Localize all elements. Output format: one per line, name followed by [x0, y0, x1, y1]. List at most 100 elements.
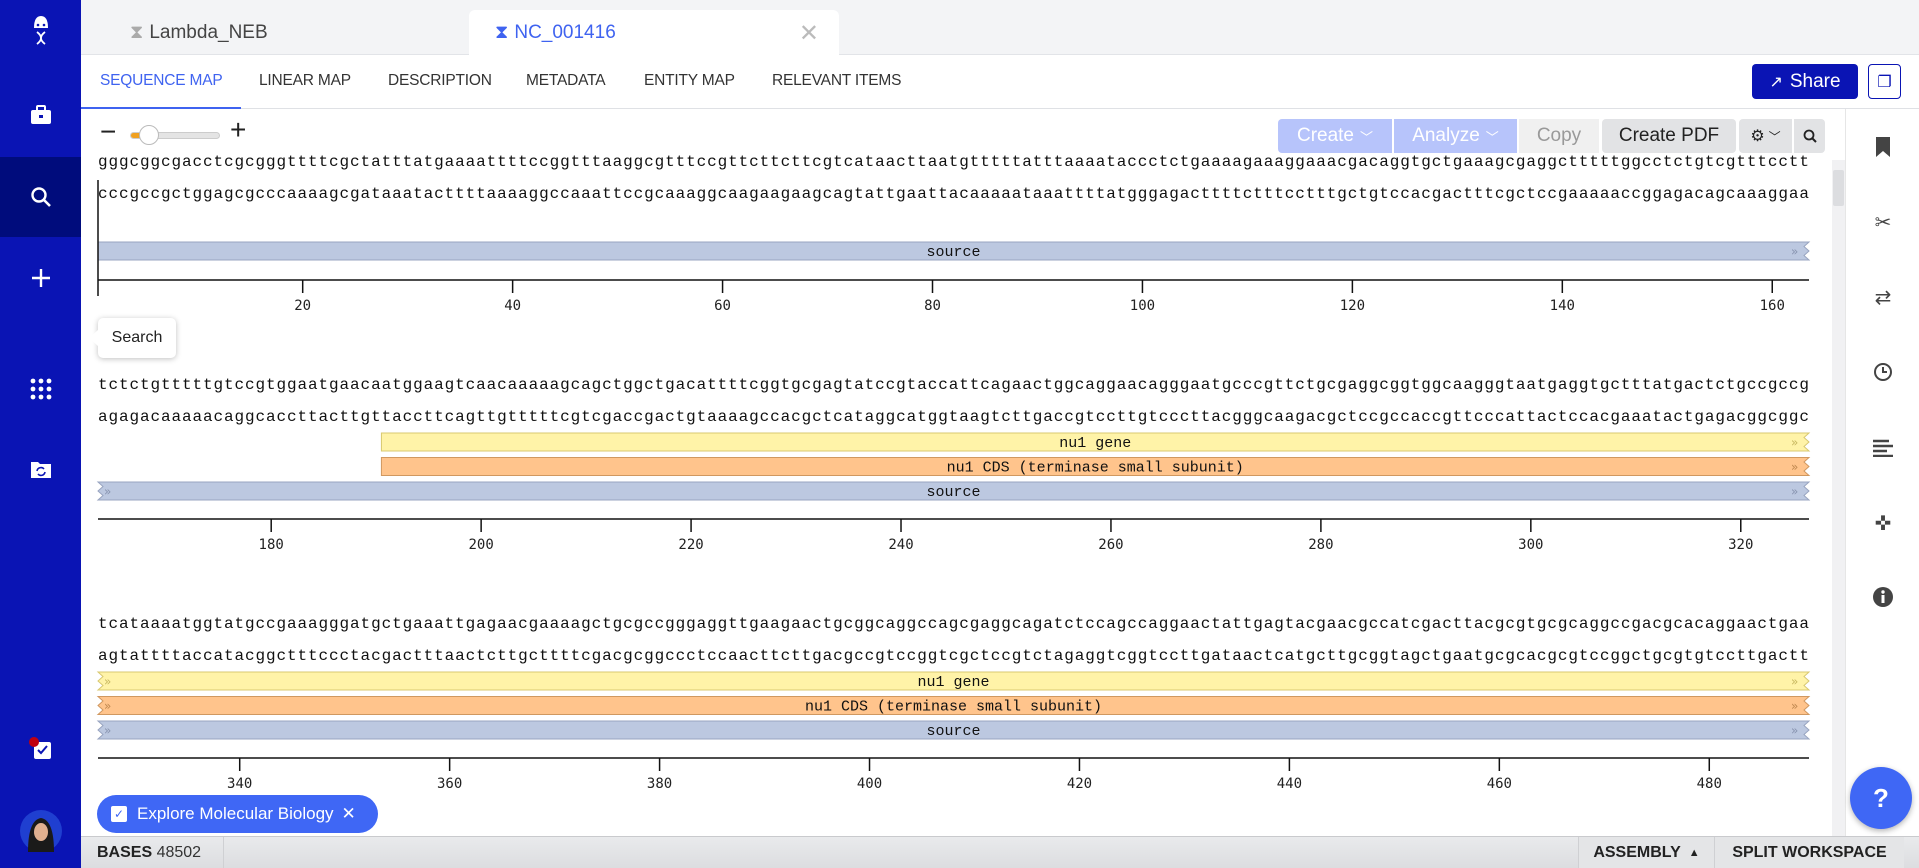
- tab-metadata[interactable]: METADATA: [526, 72, 606, 89]
- chevron-down-icon: ﹀: [1485, 129, 1499, 145]
- assembly-button[interactable]: ASSEMBLY ▲: [1578, 837, 1714, 868]
- ruler-tick-label: 120: [1340, 298, 1365, 314]
- feature-label: nu1 gene: [917, 674, 989, 691]
- avatar[interactable]: [0, 801, 81, 861]
- align-left-icon[interactable]: [1846, 433, 1919, 463]
- apps-grid-icon[interactable]: [0, 359, 81, 419]
- bottom-strand-sequence: cccgccgctggagcgcccaaaagcgataaatacttttaaa…: [98, 185, 1809, 203]
- dna-hourglass-icon: ⧗: [495, 22, 509, 43]
- source-feature-bar[interactable]: [96, 481, 1811, 501]
- swap-arrows-icon[interactable]: ⇄: [1874, 286, 1892, 309]
- file-tab-bar: ⧗ Lambda_NEB ⧗ NC_001416 ✕: [81, 0, 1919, 56]
- ruler-tick-label: 180: [259, 537, 284, 553]
- ruler-tick-label: 220: [678, 537, 703, 553]
- cds-feature-bar[interactable]: [380, 457, 1811, 476]
- chevron-down-icon: ﹀: [1360, 129, 1374, 145]
- feature-label: source: [926, 723, 980, 740]
- active-tab-underline: [81, 107, 241, 109]
- ruler-tick-label: 260: [1098, 537, 1123, 553]
- bookmark-icon[interactable]: [1846, 132, 1919, 162]
- checkbox-icon: ✓: [111, 806, 127, 822]
- tasks-check-icon[interactable]: [0, 719, 81, 779]
- ruler-tick-label: 460: [1487, 776, 1512, 792]
- ruler-tick-label: 160: [1760, 298, 1785, 314]
- view-tabs: SEQUENCE MAP LINEAR MAP DESCRIPTION META…: [81, 56, 1919, 109]
- tab-lambda-neb[interactable]: ⧗ Lambda_NEB: [130, 22, 268, 43]
- gene-feature-bar[interactable]: [380, 432, 1811, 452]
- ruler-tick-label: 480: [1697, 776, 1722, 792]
- status-bar: BASES 48502 ASSEMBLY ▲ SPLIT WORKSPACE: [81, 836, 1919, 868]
- search-icon[interactable]: [0, 157, 81, 237]
- ruler-tick-label: 300: [1518, 537, 1543, 553]
- analyze-dropdown[interactable]: Analyze ﹀: [1394, 119, 1517, 153]
- source-feature-bar[interactable]: [97, 241, 1811, 261]
- gear-icon: ⚙: [1750, 128, 1765, 145]
- scissors-icon[interactable]: ✂: [1874, 211, 1892, 234]
- zoom-in-button[interactable]: +: [230, 114, 247, 145]
- explore-molecular-biology-chip[interactable]: ✓ Explore Molecular Biology ✕: [97, 795, 378, 833]
- search-icon: [1803, 129, 1817, 143]
- top-strand-sequence: tcataaaatggtatgccgaaagggatgctgaaattgagaa…: [98, 615, 1809, 633]
- tab-description[interactable]: DESCRIPTION: [388, 72, 492, 89]
- zoom-slider-handle[interactable]: [139, 125, 159, 145]
- settings-dropdown[interactable]: ⚙ ﹀: [1739, 119, 1792, 153]
- sequence-map[interactable]: gggcggcgacctcgcgggttttcgctatttatgaaaattt…: [81, 140, 1832, 836]
- tab-sequence-map[interactable]: SEQUENCE MAP: [100, 72, 223, 89]
- ruler-tick-label: 360: [437, 776, 462, 792]
- sync-folder-icon[interactable]: [0, 439, 81, 499]
- info-icon[interactable]: [1846, 582, 1919, 612]
- tab-relevant-items[interactable]: RELEVANT ITEMS: [772, 72, 902, 89]
- feature-label: nu1 CDS (terminase small subunit): [947, 460, 1244, 477]
- briefcase-icon[interactable]: [0, 85, 81, 145]
- bottom-strand-sequence: agagacaaaaacaggcaccttacttgttaccttcagttgt…: [98, 408, 1809, 426]
- tab-entity-map[interactable]: ENTITY MAP: [644, 72, 735, 89]
- top-strand-sequence: gggcggcgacctcgcgggttttcgctatttatgaaaattt…: [98, 153, 1809, 171]
- copy-icon: ❐: [1877, 73, 1892, 91]
- scrollbar-thumb[interactable]: [1833, 170, 1844, 206]
- history-clock-icon[interactable]: [1846, 357, 1919, 387]
- share-button[interactable]: ↗ Share: [1752, 64, 1858, 99]
- tab-nc-001416[interactable]: ⧗ NC_001416 ✕: [469, 10, 839, 56]
- ruler-tick-label: 400: [857, 776, 882, 792]
- ruler-tick-label: 420: [1067, 776, 1092, 792]
- ruler-tick-label: 240: [888, 537, 913, 553]
- tab-linear-map[interactable]: LINEAR MAP: [259, 72, 351, 89]
- zoom-slider[interactable]: [130, 125, 220, 145]
- cds-feature-bar[interactable]: [96, 696, 1811, 715]
- feature-label: source: [926, 484, 980, 501]
- crosshair-icon[interactable]: ✜: [1874, 512, 1892, 535]
- dna-logo-icon[interactable]: [0, 2, 81, 62]
- split-workspace-button[interactable]: SPLIT WORKSPACE: [1714, 837, 1904, 868]
- zoom-out-button[interactable]: −: [100, 116, 117, 147]
- ruler-tick-label: 80: [924, 298, 941, 314]
- create-dropdown[interactable]: Create ﹀: [1278, 119, 1392, 153]
- direction-chevron-icon: »: [104, 485, 111, 499]
- direction-chevron-icon: »: [104, 699, 111, 713]
- bottom-strand-sequence: agtattttaccatacggctttccctacgactttaactctt…: [98, 647, 1809, 665]
- external-link-icon: ↗: [1769, 73, 1783, 91]
- direction-chevron-icon: »: [1791, 675, 1798, 689]
- direction-chevron-icon: »: [1791, 436, 1798, 450]
- ruler-tick-label: 40: [504, 298, 521, 314]
- gene-feature-bar[interactable]: [96, 671, 1811, 691]
- create-pdf-button[interactable]: Create PDF: [1602, 119, 1736, 153]
- copy-link-button[interactable]: ❐: [1868, 64, 1901, 99]
- feature-label: source: [926, 244, 980, 261]
- direction-chevron-icon: »: [1791, 485, 1798, 499]
- direction-chevron-icon: »: [1791, 245, 1798, 259]
- ruler-tick-label: 320: [1728, 537, 1753, 553]
- notification-badge: [28, 737, 39, 747]
- plus-icon[interactable]: [0, 248, 81, 308]
- close-icon[interactable]: ✕: [341, 804, 356, 823]
- vertical-scrollbar[interactable]: [1832, 160, 1845, 836]
- ruler-tick-label: 200: [468, 537, 493, 553]
- direction-chevron-icon: »: [1791, 460, 1798, 474]
- bases-count: BASES 48502: [81, 837, 224, 868]
- help-button[interactable]: ?: [1850, 767, 1912, 829]
- feature-label: nu1 CDS (terminase small subunit): [805, 699, 1102, 716]
- source-feature-bar[interactable]: [96, 720, 1811, 740]
- ruler-tick-label: 20: [294, 298, 311, 314]
- close-tab-icon[interactable]: ✕: [798, 19, 819, 47]
- find-button[interactable]: [1794, 119, 1825, 153]
- copy-button[interactable]: Copy: [1519, 119, 1599, 153]
